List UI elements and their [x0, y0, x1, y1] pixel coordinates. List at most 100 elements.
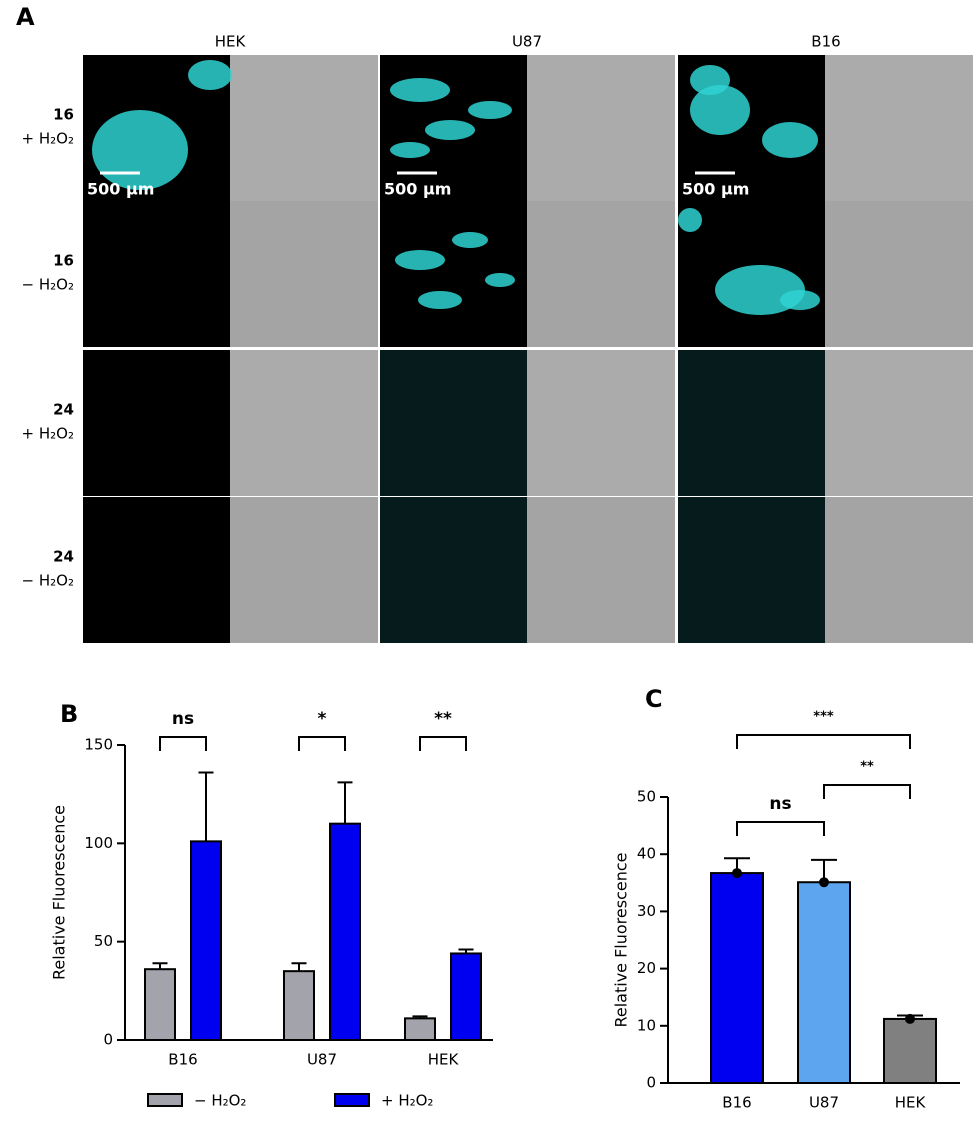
brightfield-image: [527, 55, 675, 201]
significance-bracket: [419, 736, 467, 751]
legend-swatch: [334, 1093, 370, 1107]
bar: [190, 840, 222, 1041]
bar: [797, 881, 851, 1085]
fluorescence-image: [678, 350, 825, 496]
brightfield-image: [825, 201, 973, 347]
significance-bracket: [736, 821, 825, 836]
scale-bar-label: 500 µm: [384, 180, 451, 199]
column-label: B16: [811, 33, 840, 51]
bar: [450, 952, 482, 1042]
y-tick-label: 100: [84, 834, 113, 852]
panel-label: A: [16, 3, 35, 31]
x-tick-label: U87: [809, 1094, 839, 1112]
x-tick-label: HEK: [428, 1051, 460, 1069]
y-tick-label: 150: [84, 736, 113, 754]
row-compound: 24: [53, 548, 74, 566]
scale-bar-label: 500 µm: [87, 180, 154, 199]
row-condition: − H₂O₂: [22, 276, 74, 294]
significance-bracket: [823, 784, 911, 799]
row-condition: + H₂O₂: [22, 425, 74, 443]
column-label: HEK: [215, 33, 247, 51]
cell-signal: [780, 290, 820, 310]
panel-label: B: [60, 700, 78, 728]
panel-label: C: [645, 685, 663, 713]
brightfield-image: [230, 55, 378, 201]
cell-signal: [468, 101, 512, 119]
significance-label: ***: [813, 710, 834, 725]
significance-bracket: [159, 736, 207, 751]
legend-label: + H₂O₂: [381, 1092, 433, 1110]
cell-signal: [485, 273, 515, 287]
cell-signal: [762, 122, 818, 158]
y-tick-label: 20: [637, 959, 656, 977]
fluorescence-image: [83, 201, 230, 347]
cell-signal: [425, 120, 475, 140]
y-axis-label: Relative Fluorescence: [50, 805, 69, 980]
bar: [144, 968, 176, 1042]
brightfield-image: [230, 497, 378, 643]
row-compound: 16: [53, 106, 74, 124]
cell-signal: [678, 208, 702, 232]
legend-label: − H₂O₂: [194, 1092, 246, 1110]
brightfield-image: [230, 201, 378, 347]
bar: [404, 1017, 436, 1041]
significance-bracket: [736, 734, 911, 749]
x-tick-label: U87: [307, 1051, 337, 1069]
bar: [883, 1017, 937, 1084]
significance-label: *: [318, 709, 327, 729]
fluorescence-image: [380, 350, 527, 496]
bar: [283, 970, 315, 1042]
scale-bar-label: 500 µm: [682, 180, 749, 199]
row-condition: + H₂O₂: [22, 130, 74, 148]
fluorescence-image: [380, 497, 527, 643]
y-tick-label: 10: [637, 1016, 656, 1034]
brightfield-image: [825, 350, 973, 496]
error-bar: [152, 962, 168, 970]
brightfield-image: [825, 55, 973, 201]
cell-signal: [418, 291, 462, 309]
x-tick-label: HEK: [895, 1094, 927, 1112]
cell-signal: [690, 85, 750, 135]
mean-dot: [732, 868, 742, 879]
y-tick-label: 40: [637, 845, 656, 863]
fluorescence-image: [678, 497, 825, 643]
y-tick-label: 0: [646, 1074, 656, 1092]
significance-label: ns: [769, 794, 791, 814]
cell-signal: [390, 78, 450, 102]
error-bar: [458, 948, 474, 954]
error-bar: [291, 962, 307, 972]
brightfield-image: [230, 350, 378, 496]
cell-signal: [92, 110, 188, 190]
brightfield-image: [527, 497, 675, 643]
significance-label: **: [434, 709, 452, 729]
brightfield-image: [527, 350, 675, 496]
cell-signal: [188, 60, 232, 90]
mean-dot: [905, 1013, 915, 1024]
row-compound: 16: [53, 252, 74, 270]
error-bar: [412, 1015, 428, 1019]
cell-signal: [690, 65, 730, 95]
bar: [710, 872, 764, 1084]
fluorescence-image: [83, 497, 230, 643]
cell-signal: [395, 250, 445, 270]
cell-signal: [390, 142, 430, 158]
row-condition: − H₂O₂: [22, 572, 74, 590]
y-tick-label: 30: [637, 902, 656, 920]
fluorescence-image: [83, 350, 230, 496]
error-bar: [198, 771, 214, 842]
y-tick-label: 50: [94, 932, 113, 950]
legend-swatch: [147, 1093, 183, 1107]
y-axis-label: Relative Fluorescence: [612, 852, 631, 1027]
significance-label: ns: [172, 709, 194, 729]
mean-dot: [819, 877, 829, 888]
row-compound: 24: [53, 401, 74, 419]
y-tick-label: 50: [637, 788, 656, 806]
brightfield-image: [825, 497, 973, 643]
significance-label: **: [860, 760, 874, 775]
x-tick-label: B16: [168, 1051, 197, 1069]
brightfield-image: [527, 201, 675, 347]
significance-bracket: [298, 736, 346, 751]
cell-signal: [452, 232, 488, 248]
y-tick-label: 0: [103, 1031, 113, 1049]
